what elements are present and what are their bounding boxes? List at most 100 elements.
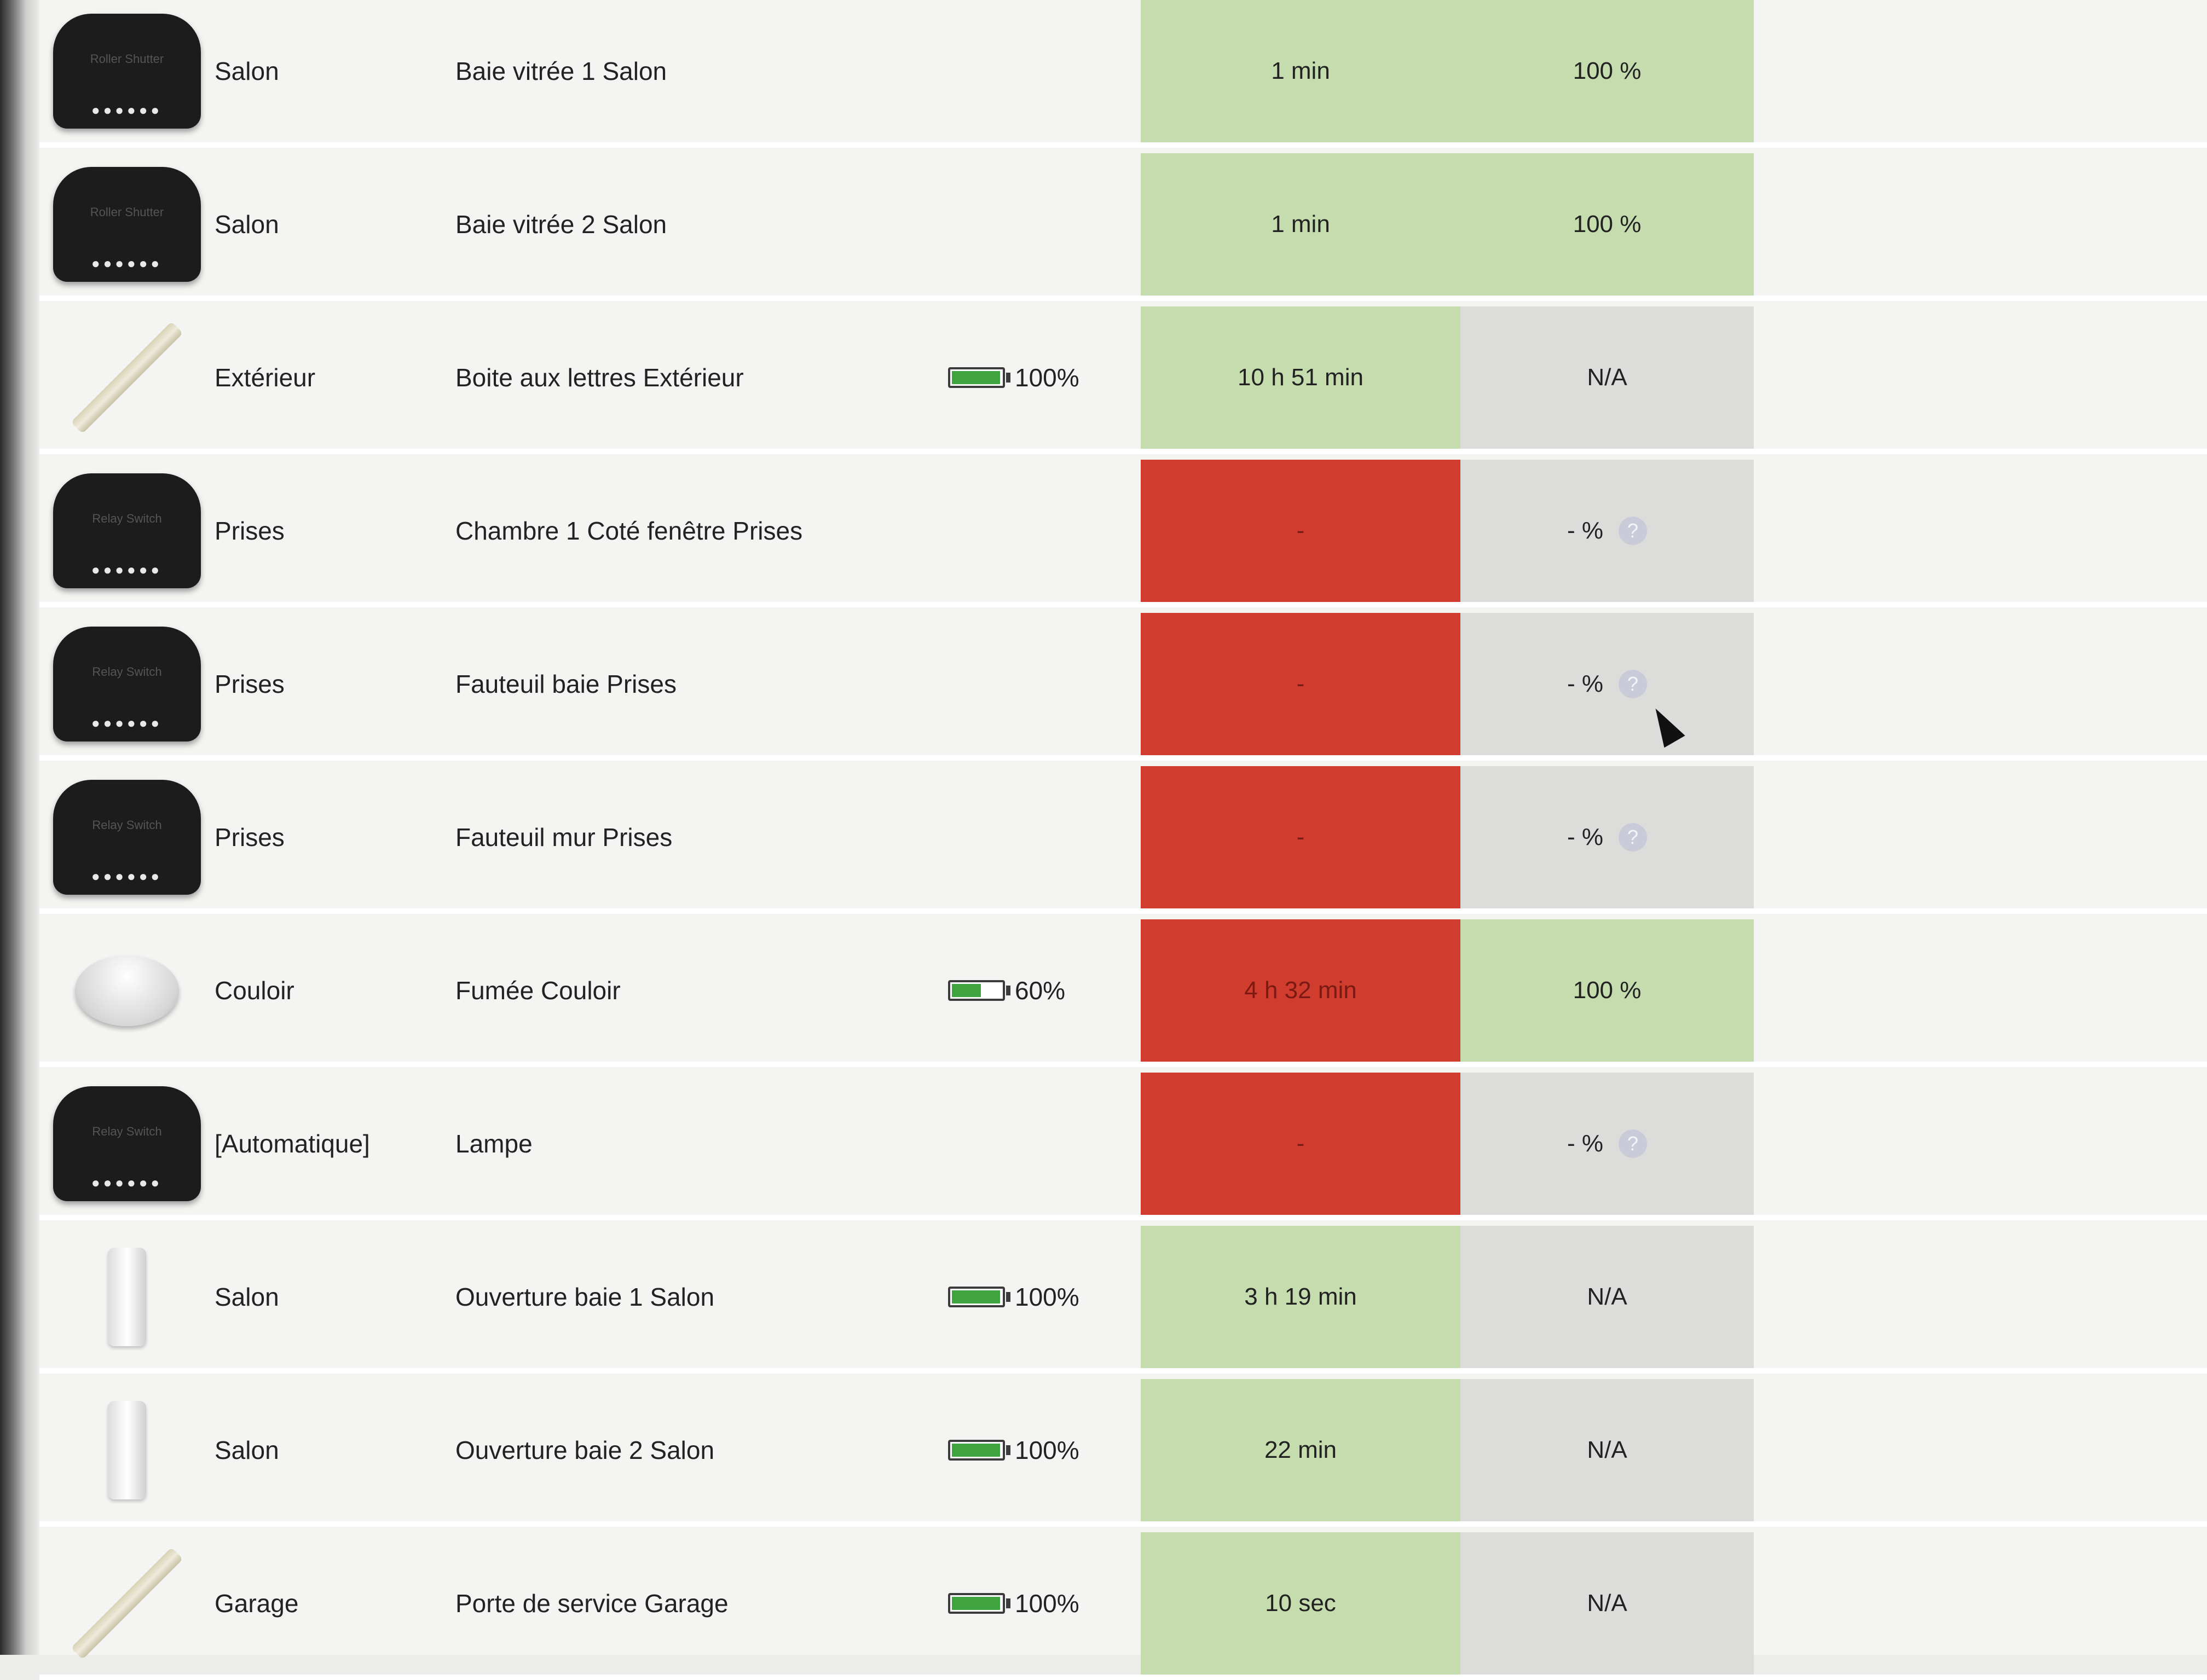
module-brand-label: Relay Switch	[92, 818, 162, 832]
level-cell: 100 %	[1460, 153, 1754, 296]
device-name[interactable]: Ouverture baie 1 Salon	[455, 1283, 715, 1311]
battery-fill	[952, 1290, 1000, 1304]
last-seen-value: 1 min	[1271, 211, 1330, 237]
level-cell: 100 %	[1460, 919, 1754, 1062]
last-seen-cell: 1 min	[1141, 153, 1460, 296]
module-pins-icon: ●●●●●●	[91, 1174, 163, 1191]
device-row[interactable]: Salon Ouverture baie 2 Salon 100% 22 min N/A	[39, 1379, 2207, 1527]
last-seen-cell: 3 h 19 min	[1141, 1226, 1460, 1368]
device-name[interactable]: Lampe	[455, 1129, 533, 1158]
device-row[interactable]: Salon Ouverture baie 1 Salon 100% 3 h 19 mi…	[39, 1226, 2207, 1374]
level-cell: - %?	[1460, 1073, 1754, 1215]
device-row[interactable]: Relay Switch ●●●●●● [Automatique] Lampe - - %…	[39, 1073, 2207, 1220]
device-name[interactable]: Boite aux lettres Extérieur	[455, 363, 744, 392]
device-row[interactable]: Roller Shutter ●●●●●● Salon Baie vitrée 1 S…	[39, 0, 2207, 148]
level-value: - %	[1567, 824, 1603, 850]
module-brand-label: Roller Shutter	[90, 205, 164, 219]
device-name[interactable]: Porte de service Garage	[455, 1589, 729, 1618]
relay-switch-module-icon: Relay Switch ●●●●●●	[53, 780, 201, 895]
relay-switch-module-icon: Relay Switch ●●●●●●	[53, 627, 201, 741]
module-brand-label: Relay Switch	[92, 512, 162, 525]
last-seen-value: 10 sec	[1265, 1590, 1336, 1617]
battery-cell: 100%	[948, 1226, 1178, 1368]
device-row[interactable]: Couloir Fumée Couloir 60% 4 h 32 min 100 %	[39, 919, 2207, 1067]
monitor-bezel	[0, 0, 38, 1655]
last-seen-cell: -	[1141, 613, 1460, 755]
level-cell: - %?	[1460, 460, 1754, 602]
battery-icon	[948, 1593, 1010, 1614]
device-thumbnail	[39, 1379, 215, 1521]
level-value: N/A	[1587, 1283, 1627, 1310]
device-name[interactable]: Fauteuil baie Prises	[455, 670, 677, 698]
last-seen-cell: 4 h 32 min	[1141, 919, 1460, 1062]
device-name[interactable]: Fumée Couloir	[455, 976, 621, 1005]
device-thumbnail	[39, 919, 215, 1062]
device-row[interactable]: Extérieur Boite aux lettres Extérieur 100%…	[39, 306, 2207, 454]
device-row[interactable]: Roller Shutter ●●●●●● Salon Baie vitrée 2 S…	[39, 153, 2207, 301]
level-cell: N/A	[1460, 1532, 1754, 1675]
device-row[interactable]: Relay Switch ●●●●●● Prises Chambre 1 Coté f…	[39, 460, 2207, 607]
module-pins-icon: ●●●●●●	[91, 715, 163, 731]
last-seen-cell: 10 sec	[1141, 1532, 1460, 1675]
device-name[interactable]: Chambre 1 Coté fenêtre Prises	[455, 517, 803, 545]
level-cell: 100 %	[1460, 0, 1754, 142]
last-seen-value: 3 h 19 min	[1244, 1283, 1357, 1310]
device-row[interactable]: Garage Porte de service Garage 100% 10 sec N…	[39, 1532, 2207, 1680]
last-seen-value: -	[1296, 670, 1305, 697]
device-name[interactable]: Fauteuil mur Prises	[455, 823, 673, 851]
device-list-panel: Roller Shutter ●●●●●● Salon Baie vitrée 1 S…	[39, 0, 2207, 1680]
battery-cell: 100%	[948, 1532, 1178, 1675]
battery-icon	[948, 1287, 1010, 1307]
last-seen-cell: -	[1141, 1073, 1460, 1215]
door-sensor-icon	[71, 1547, 183, 1660]
level-value: 100 %	[1573, 977, 1642, 1004]
device-room: Salon	[215, 57, 279, 85]
device-row[interactable]: Relay Switch ●●●●●● Prises Fauteuil baie Pr…	[39, 613, 2207, 761]
last-seen-value: 1 min	[1271, 57, 1330, 84]
device-room: Salon	[215, 210, 279, 239]
last-seen-value: 22 min	[1264, 1436, 1337, 1463]
device-thumbnail	[39, 1532, 215, 1675]
device-room: Salon	[215, 1283, 279, 1311]
level-value: - %	[1567, 1130, 1603, 1157]
door-sensor-icon	[71, 321, 183, 434]
battery-level: 100%	[1015, 1436, 1079, 1464]
opening-sensor-icon	[108, 1401, 146, 1499]
battery-fill	[952, 984, 981, 997]
module-pins-icon: ●●●●●●	[91, 255, 163, 271]
help-icon[interactable]: ?	[1619, 1129, 1647, 1158]
device-thumbnail: Roller Shutter ●●●●●●	[39, 0, 215, 142]
level-value: 100 %	[1573, 57, 1642, 84]
last-seen-value: 10 h 51 min	[1238, 364, 1364, 391]
device-room: Couloir	[215, 976, 294, 1005]
device-name[interactable]: Baie vitrée 1 Salon	[455, 57, 667, 85]
device-row[interactable]: Relay Switch ●●●●●● Prises Fauteuil mur Pri…	[39, 766, 2207, 914]
level-cell: N/A	[1460, 1226, 1754, 1368]
level-cell: N/A	[1460, 1379, 1754, 1521]
level-value: N/A	[1587, 364, 1627, 391]
help-icon[interactable]: ?	[1619, 517, 1647, 545]
level-value: 100 %	[1573, 211, 1642, 237]
device-room: Prises	[215, 517, 285, 545]
battery-icon	[948, 980, 1010, 1001]
help-icon[interactable]: ?	[1619, 823, 1647, 851]
device-thumbnail: Relay Switch ●●●●●●	[39, 766, 215, 908]
level-cell: - %?	[1460, 613, 1754, 755]
help-icon[interactable]: ?	[1619, 670, 1647, 698]
level-cell: N/A	[1460, 306, 1754, 449]
device-thumbnail: Relay Switch ●●●●●●	[39, 460, 215, 602]
battery-icon	[948, 1440, 1010, 1461]
roller-shutter-module-icon: Roller Shutter ●●●●●●	[53, 14, 201, 129]
last-seen-value: -	[1296, 824, 1305, 850]
device-name[interactable]: Ouverture baie 2 Salon	[455, 1436, 715, 1464]
device-name[interactable]: Baie vitrée 2 Salon	[455, 210, 667, 239]
device-room: Extérieur	[215, 363, 316, 392]
battery-level: 60%	[1015, 976, 1066, 1005]
module-brand-label: Relay Switch	[92, 1125, 162, 1138]
roller-shutter-module-icon: Roller Shutter ●●●●●●	[53, 167, 201, 282]
battery-level: 100%	[1015, 1283, 1079, 1311]
relay-switch-module-icon: Relay Switch ●●●●●●	[53, 1086, 201, 1201]
level-value: N/A	[1587, 1436, 1627, 1463]
last-seen-value: -	[1296, 1130, 1305, 1157]
module-brand-label: Relay Switch	[92, 665, 162, 679]
